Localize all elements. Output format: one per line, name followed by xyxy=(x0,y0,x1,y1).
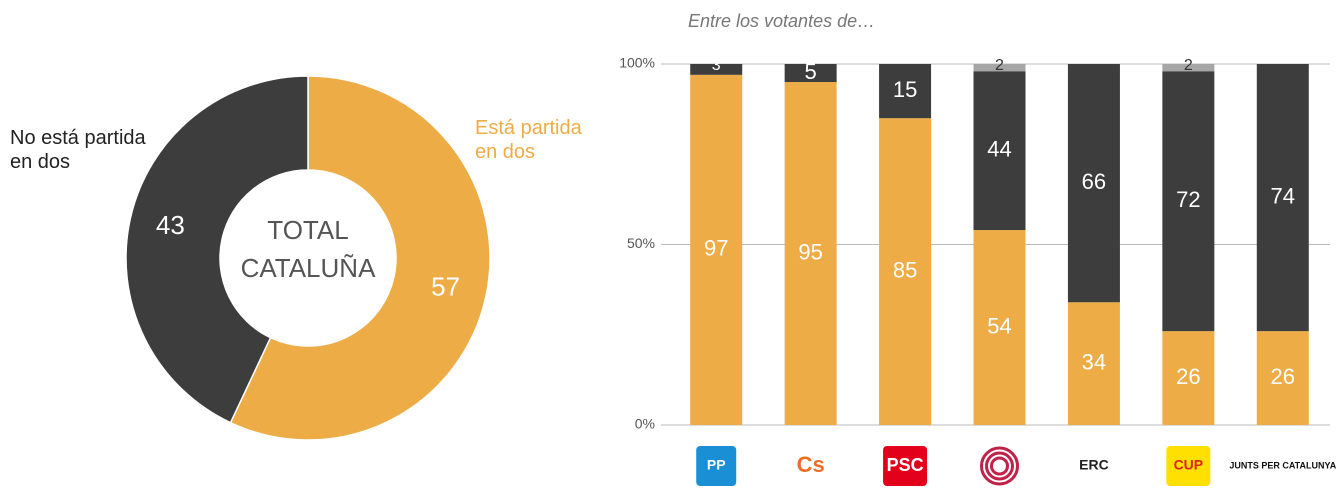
y-tick-label: 50% xyxy=(627,235,655,251)
logo-bg xyxy=(1166,446,1211,486)
bar-segment xyxy=(1067,64,1120,303)
logo-ring xyxy=(985,451,1014,481)
bar-segment xyxy=(1162,331,1215,425)
value-label: 34 xyxy=(1082,349,1106,374)
x-tick-label: PSC xyxy=(887,455,924,475)
bar-segment xyxy=(1162,71,1215,332)
donut-label: Está partida en dos xyxy=(475,117,582,163)
value-label: 66 xyxy=(1082,169,1106,194)
bar-segment xyxy=(1256,64,1309,332)
x-tick-label: Cs xyxy=(797,452,825,477)
bar-segment xyxy=(784,64,837,83)
value-label: 26 xyxy=(1271,364,1295,389)
donut-label: No está partida en dos xyxy=(10,127,146,173)
value-label: 43 xyxy=(156,210,185,240)
x-tick-label: PP xyxy=(707,457,726,473)
x-tick-label: CUP xyxy=(1174,457,1204,473)
bar-segment xyxy=(973,71,1026,231)
x-tick-label: ERC xyxy=(1079,457,1109,473)
bar-segment xyxy=(1162,64,1215,72)
value-label: 3 xyxy=(712,57,721,74)
bar-segment xyxy=(879,64,932,119)
bar-segment xyxy=(784,82,837,426)
bar-segment xyxy=(879,118,932,426)
logo-bg xyxy=(883,446,928,486)
bar-segment xyxy=(690,74,743,425)
x-tick-label: JUNTS PER CATALUNYA xyxy=(1229,460,1336,470)
value-label: 26 xyxy=(1176,364,1200,389)
logo-ring xyxy=(990,456,1009,476)
value-label: 95 xyxy=(798,239,822,264)
value-label: 2 xyxy=(995,57,1004,74)
center-label: TOTAL xyxy=(267,215,348,245)
bar-segment xyxy=(1067,302,1120,425)
value-label: 44 xyxy=(987,136,1011,161)
bar-segment xyxy=(690,64,743,75)
value-label: 54 xyxy=(987,313,1011,338)
subtitle: Entre los votantes de… xyxy=(688,11,875,31)
y-tick-label: 100% xyxy=(619,55,655,71)
value-label: 57 xyxy=(431,272,460,302)
bar-segment xyxy=(973,230,1026,425)
value-label: 74 xyxy=(1271,183,1295,208)
value-label: 15 xyxy=(893,77,917,102)
y-tick-label: 0% xyxy=(635,416,655,432)
logo-bg xyxy=(696,446,737,486)
bar-segment xyxy=(973,64,1026,72)
bar-segment xyxy=(1256,331,1309,425)
value-label: 85 xyxy=(893,257,917,282)
donut-slice xyxy=(229,75,491,441)
value-label: 72 xyxy=(1176,187,1200,212)
center-label: CATALUÑA xyxy=(241,253,376,283)
donut-slice xyxy=(125,75,309,424)
value-label: 2 xyxy=(1184,57,1193,74)
value-label: 5 xyxy=(805,59,817,84)
value-label: 97 xyxy=(704,236,728,261)
logo-ring xyxy=(980,446,1019,486)
